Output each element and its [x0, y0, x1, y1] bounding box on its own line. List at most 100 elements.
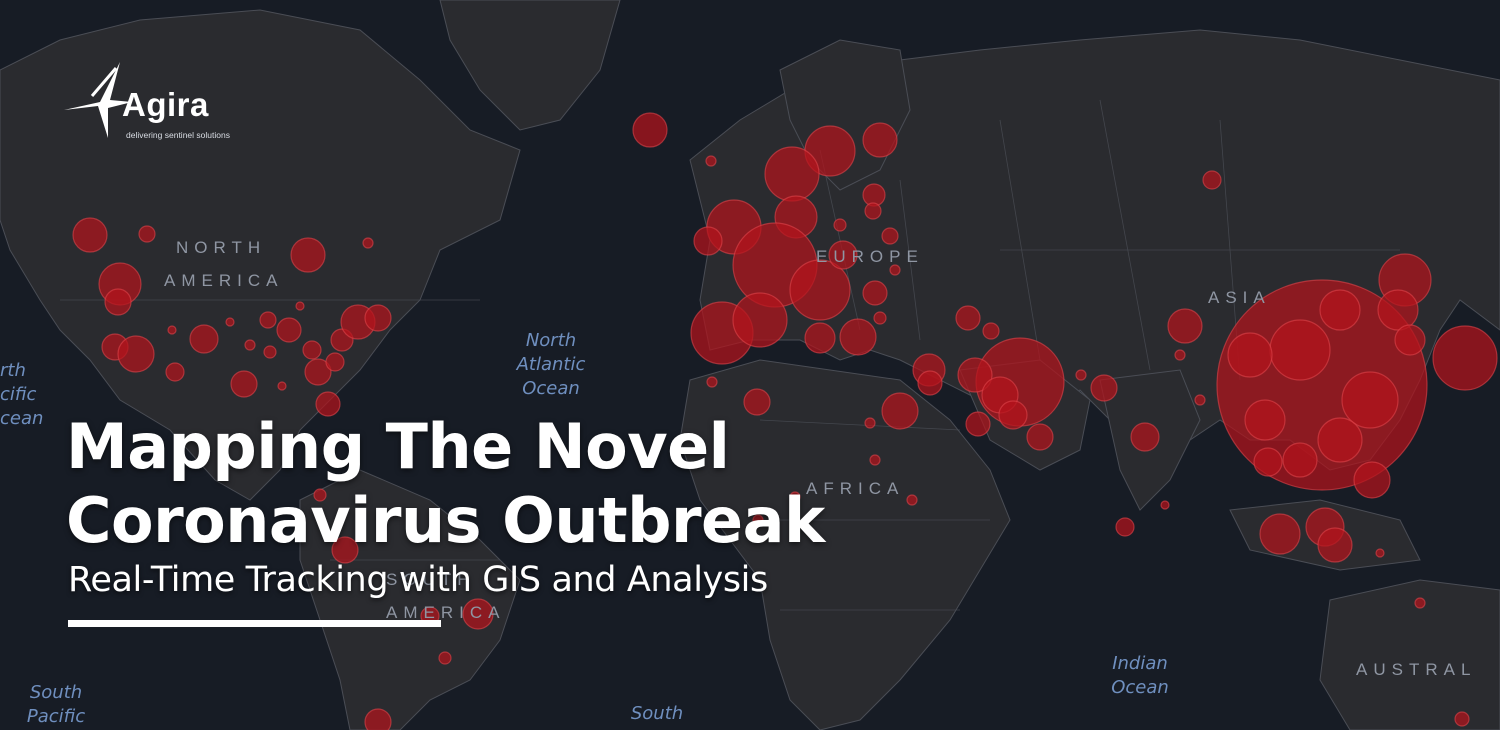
outbreak-marker [789, 491, 801, 503]
outbreak-marker [167, 325, 177, 335]
outbreak-marker [189, 324, 219, 354]
outbreak-marker [462, 598, 494, 630]
outbreak-marker [804, 322, 836, 354]
headline-line2: Coronavirus Outbreak [66, 484, 825, 557]
outbreak-marker [1202, 170, 1222, 190]
headline-underline-divider [68, 620, 441, 627]
outbreak-marker [1259, 513, 1301, 555]
outbreak-marker [276, 317, 302, 343]
outbreak-marker [764, 146, 820, 202]
outbreak-marker [1394, 324, 1426, 356]
greenland-landmass [439, 0, 621, 131]
outbreak-marker [1115, 517, 1135, 537]
outbreak-marker [705, 155, 717, 167]
outbreak-marker [864, 417, 876, 429]
outbreak-marker [72, 217, 108, 253]
outbreak-marker [1090, 374, 1118, 402]
outbreak-marker [315, 391, 341, 417]
outbreak-marker [364, 304, 392, 332]
outbreak-marker [104, 288, 132, 316]
north-america-landmass [0, 9, 521, 501]
outbreak-marker [706, 376, 718, 388]
outbreak-marker [225, 317, 235, 327]
outbreak-marker [1317, 417, 1363, 463]
outbreak-marker [693, 226, 723, 256]
outbreak-marker [313, 488, 327, 502]
outbreak-marker [833, 218, 847, 232]
outbreak-marker [839, 318, 877, 356]
australia-landmass [1319, 579, 1500, 730]
brand-logo: Agira delivering sentinel solutions [62, 58, 262, 148]
outbreak-marker [1414, 597, 1426, 609]
outbreak-marker [362, 237, 374, 249]
outbreak-marker [632, 112, 668, 148]
outbreak-marker [1167, 308, 1203, 344]
outbreak-marker [1160, 500, 1170, 510]
outbreak-marker [1353, 461, 1391, 499]
outbreak-marker [862, 280, 888, 306]
label-europe: EUROPE [816, 247, 924, 266]
outbreak-marker [1130, 422, 1160, 452]
outbreak-marker [828, 240, 858, 270]
label-asia: ASIA [1208, 288, 1271, 307]
south-america-landmass [299, 469, 521, 730]
label-north-pacific-ocean: rth cific cean [0, 360, 44, 429]
brand-tagline: delivering sentinel solutions [126, 130, 230, 140]
outbreak-marker [1227, 332, 1273, 378]
outbreak-marker [789, 259, 851, 321]
outbreak-marker [1244, 399, 1286, 441]
outbreak-marker [1269, 319, 1331, 381]
outbreak-marker [1377, 289, 1419, 331]
outbreak-marker [165, 362, 185, 382]
outbreak-marker [873, 311, 887, 325]
outbreak-marker [438, 651, 452, 665]
brand-name: Agira [122, 86, 209, 123]
africa-landmass [679, 359, 1011, 730]
label-south-america-line2: AMERICA [386, 603, 506, 622]
outbreak-marker [998, 400, 1028, 430]
label-south-pacific-ocean: South Pacific [26, 682, 86, 727]
outbreak-marker [917, 370, 943, 396]
headline-line1: Mapping The Novel [66, 410, 730, 483]
outbreak-marker [906, 494, 918, 506]
outbreak-marker [259, 311, 277, 329]
outbreak-markers [72, 112, 1498, 730]
label-south-america-line1: SOUTH [386, 570, 476, 589]
outbreak-marker [277, 381, 287, 391]
label-south-atlantic-ocean: South [630, 703, 684, 724]
outbreak-marker [304, 358, 332, 386]
label-africa: AFRICA [806, 479, 905, 498]
label-north-atlantic-ocean: North Atlantic Ocean [516, 330, 586, 399]
outbreak-marker [117, 335, 155, 373]
outbreak-marker [881, 392, 919, 430]
outbreak-marker [1026, 423, 1054, 451]
outbreak-marker [1194, 394, 1206, 406]
outbreak-marker [1075, 369, 1087, 381]
outbreak-marker [364, 708, 392, 730]
outbreak-marker [864, 202, 882, 220]
outbreak-marker [1454, 711, 1470, 727]
outbreak-marker [881, 227, 899, 245]
outbreak-marker [244, 339, 256, 351]
agira-logo-mark-icon [64, 62, 132, 138]
outbreak-marker [965, 411, 991, 437]
label-north-america-line2: AMERICA [164, 271, 284, 290]
outbreak-marker [1341, 371, 1399, 429]
outbreak-marker [295, 301, 305, 311]
outbreak-marker [302, 340, 322, 360]
outbreak-marker [1317, 527, 1353, 563]
outbreak-marker [1432, 325, 1498, 391]
outbreak-marker [869, 454, 881, 466]
outbreak-marker [732, 292, 788, 348]
label-north-america-line1: NORTH [176, 238, 267, 257]
outbreak-marker [263, 345, 277, 359]
outbreak-marker [290, 237, 326, 273]
outbreak-marker [331, 536, 359, 564]
headline-subtitle: Real-Time Tracking with GIS and Analysis [68, 560, 768, 600]
outbreak-marker [982, 322, 1000, 340]
outbreak-marker [889, 264, 901, 276]
page-headline: Mapping The Novel Coronavirus Outbreak [66, 410, 825, 558]
label-indian-ocean: Indian Ocean [1111, 653, 1169, 698]
